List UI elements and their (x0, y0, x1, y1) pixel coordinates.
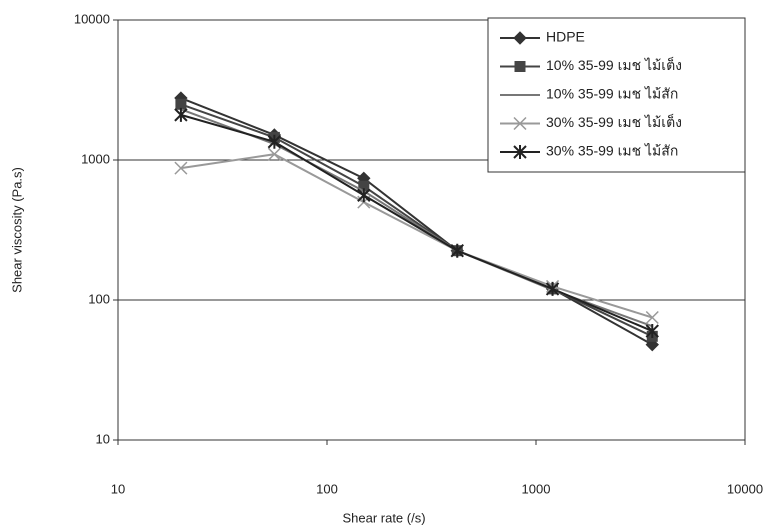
series-line (180, 97, 653, 346)
marker (267, 147, 281, 161)
y-tick-label: 1000 (81, 151, 110, 166)
legend-label: 30% 35-99 เมช ไม้เต็ง (546, 113, 682, 130)
y-tick-label: 10000 (74, 11, 110, 26)
marker (174, 161, 188, 175)
marker (174, 107, 188, 122)
x-tick-label: 10 (111, 481, 125, 496)
marker (513, 116, 527, 131)
y-axis-label: Shear viscosity (Pa.s) (9, 167, 24, 293)
legend-label: HDPE (546, 29, 585, 45)
legend-label: 30% 35-99 เมช ไม้สัก (546, 143, 678, 159)
series-line (180, 113, 653, 332)
x-tick-label: 1000 (522, 481, 551, 496)
marker (267, 134, 282, 149)
marker (450, 243, 464, 258)
series-line (180, 153, 653, 319)
marker (645, 337, 659, 352)
y-tick-label: 100 (88, 291, 110, 306)
legend: HDPE 10% 35-99 เมช ไม้เต็ง 10% 35-99 เมช ไ… (487, 17, 746, 173)
x-axis-label: Shear rate (/s) (342, 510, 425, 525)
marker (545, 281, 560, 296)
marker (513, 145, 527, 159)
y-tick-label: 10 (96, 431, 110, 446)
legend-label: 10% 35-99 เมช ไม้สัก (546, 86, 678, 102)
marker (645, 310, 659, 325)
marker (514, 61, 526, 72)
marker (175, 98, 187, 110)
x-tick-label: 10000 (727, 481, 763, 496)
x-tick-label: 100 (316, 481, 338, 496)
marker (645, 324, 659, 339)
legend-label: 10% 35-99 เมช ไม้เต็ง (546, 56, 682, 73)
marker (513, 31, 527, 45)
marker (357, 188, 371, 203)
